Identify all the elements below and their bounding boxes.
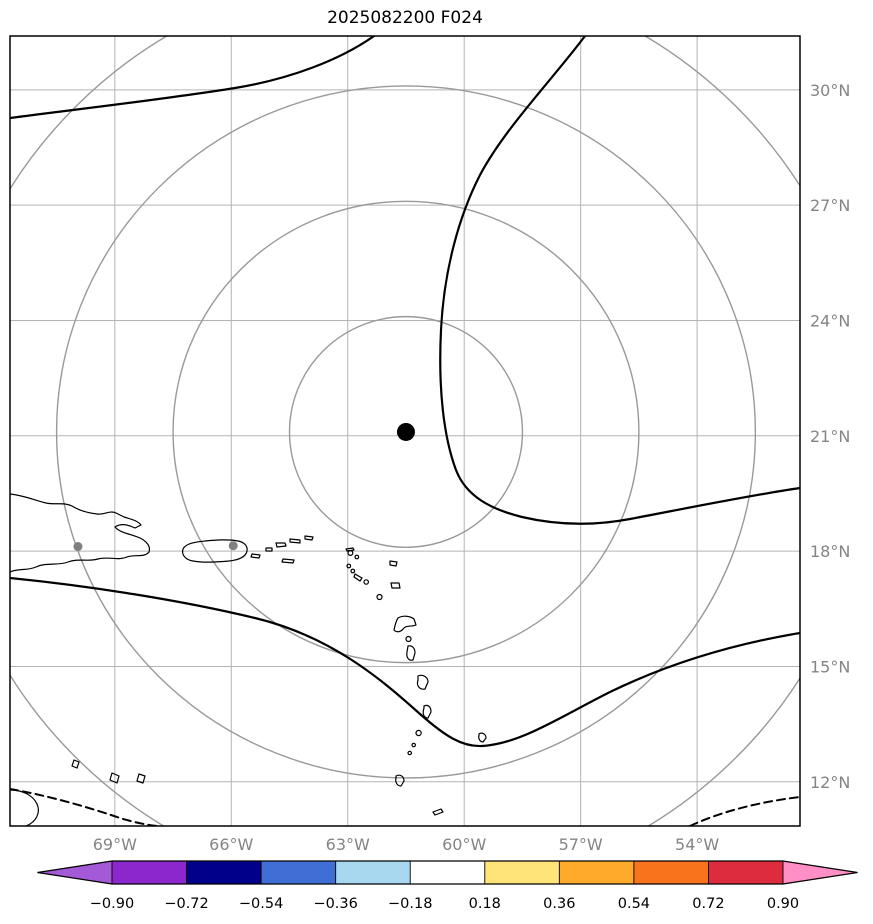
colorbar-segment (186, 861, 262, 884)
contour-line-dashed-bottom-right (689, 796, 800, 826)
colorbar-segment (484, 861, 560, 884)
lat-tick-label: 27°N (810, 196, 850, 215)
lat-tick-label: 30°N (810, 81, 850, 100)
range-ring (288, 315, 524, 548)
colorbar-segment (559, 861, 634, 884)
colorbar-arrow-right (783, 861, 858, 884)
coastline-hispaniola (10, 493, 151, 573)
colorbar-arrow-left (37, 861, 112, 884)
chart-title: 2025082200 F024 (327, 8, 483, 28)
coastline-puerto-rico (181, 539, 248, 563)
coastline-southern-antilles (395, 729, 487, 816)
coastline-abc-venezuela (10, 759, 146, 826)
coastline-northern-antilles (345, 547, 401, 601)
colorbar-segment (410, 861, 485, 884)
colorbar-segment (261, 861, 336, 884)
colorbar-outline (37, 860, 858, 885)
lon-tick-label: 63°W (326, 835, 370, 854)
colorbar-segment (112, 861, 187, 884)
colorbar-segment (633, 861, 709, 884)
lon-tick-label: 60°W (442, 835, 486, 854)
colorbar-segment (335, 861, 411, 884)
colorbar-tick-label: 0.72 (692, 896, 724, 912)
range-ring (10, 36, 800, 826)
axis-labels-layer: 30°N 27°N 24°N 21°N 18°N 15°N 12°N 69°W 66°W 63°W… (93, 81, 851, 854)
colorbar-tick-label: 0.54 (618, 896, 650, 912)
colorbar-segment (708, 861, 783, 884)
contour-lines-layer (10, 36, 800, 826)
colorbar-tick-label: 0.36 (543, 896, 575, 912)
contour-line-top-left (10, 36, 376, 120)
city-marker (228, 541, 238, 551)
coastlines-layer (10, 493, 487, 826)
city-marker (73, 542, 83, 552)
lat-tick-label: 12°N (810, 773, 850, 792)
colorbar-tick-label: −0.90 (90, 896, 134, 912)
contour-line-bottom (10, 576, 800, 748)
lon-tick-label: 57°W (559, 835, 603, 854)
coastline-windward-islands (406, 645, 432, 719)
range-ring (55, 85, 757, 779)
lat-tick-label: 18°N (810, 542, 850, 561)
markers-layer (73, 422, 415, 552)
lon-tick-label: 66°W (209, 835, 253, 854)
lon-tick-label: 69°W (93, 835, 137, 854)
lat-tick-label: 24°N (810, 311, 850, 330)
lat-tick-label: 15°N (810, 657, 850, 676)
colorbar-tick-label: 0.18 (469, 896, 501, 912)
colorbar-tick-label: −0.54 (239, 896, 283, 912)
coastline-guadeloupe (393, 615, 417, 643)
range-rings-layer (10, 36, 800, 826)
coastline-virgin-islands (250, 535, 314, 564)
lon-tick-label: 54°W (675, 835, 719, 854)
colorbar: −0.90 −0.72 −0.54 −0.36 −0.18 0.18 0.36 0.54 0.7… (37, 860, 858, 912)
contour-line-main (439, 36, 800, 525)
storm-center-marker (396, 422, 415, 441)
grid-layer (10, 36, 800, 826)
colorbar-tick-label: −0.36 (313, 896, 357, 912)
plot-frame (9, 35, 801, 827)
contour-line-dashed-bottom-left (10, 788, 159, 826)
range-ring (172, 200, 640, 664)
colorbar-tick-label: −0.18 (388, 896, 432, 912)
colorbar-tick-label: −0.72 (164, 896, 208, 912)
lat-tick-label: 21°N (810, 427, 850, 446)
colorbar-tick-label: 0.90 (767, 896, 799, 912)
